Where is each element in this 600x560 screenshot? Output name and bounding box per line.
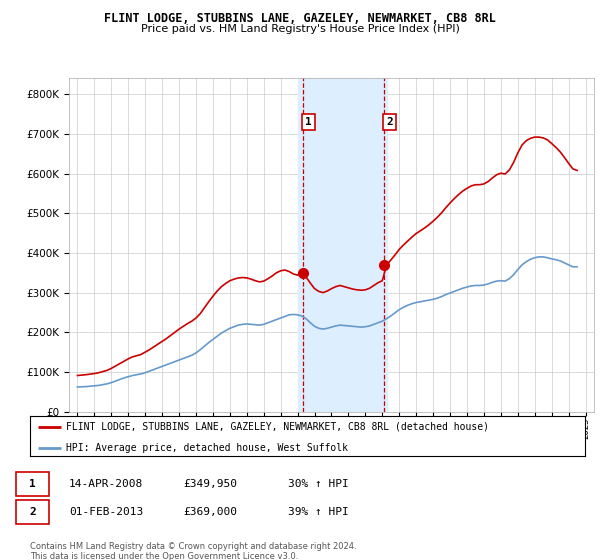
- Text: Contains HM Land Registry data © Crown copyright and database right 2024.
This d: Contains HM Land Registry data © Crown c…: [30, 542, 356, 560]
- Text: 1: 1: [29, 479, 36, 489]
- Text: Price paid vs. HM Land Registry's House Price Index (HPI): Price paid vs. HM Land Registry's House …: [140, 24, 460, 34]
- Text: 30% ↑ HPI: 30% ↑ HPI: [288, 479, 349, 489]
- Text: 39% ↑ HPI: 39% ↑ HPI: [288, 507, 349, 517]
- Text: 2: 2: [29, 507, 36, 517]
- Text: FLINT LODGE, STUBBINS LANE, GAZELEY, NEWMARKET, CB8 8RL (detached house): FLINT LODGE, STUBBINS LANE, GAZELEY, NEW…: [66, 422, 489, 432]
- Text: 01-FEB-2013: 01-FEB-2013: [69, 507, 143, 517]
- Text: HPI: Average price, detached house, West Suffolk: HPI: Average price, detached house, West…: [66, 442, 348, 452]
- Text: £369,000: £369,000: [183, 507, 237, 517]
- Text: 2: 2: [386, 117, 393, 127]
- Text: 1: 1: [305, 117, 312, 127]
- Text: FLINT LODGE, STUBBINS LANE, GAZELEY, NEWMARKET, CB8 8RL: FLINT LODGE, STUBBINS LANE, GAZELEY, NEW…: [104, 12, 496, 25]
- Text: £349,950: £349,950: [183, 479, 237, 489]
- Bar: [298, 78, 386, 412]
- Text: 14-APR-2008: 14-APR-2008: [69, 479, 143, 489]
